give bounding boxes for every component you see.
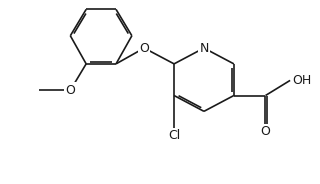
Text: N: N: [199, 42, 209, 54]
Text: O: O: [260, 125, 270, 138]
Text: Cl: Cl: [168, 130, 180, 142]
Text: O: O: [139, 42, 149, 54]
Text: O: O: [65, 84, 75, 97]
Text: OH: OH: [292, 74, 311, 87]
